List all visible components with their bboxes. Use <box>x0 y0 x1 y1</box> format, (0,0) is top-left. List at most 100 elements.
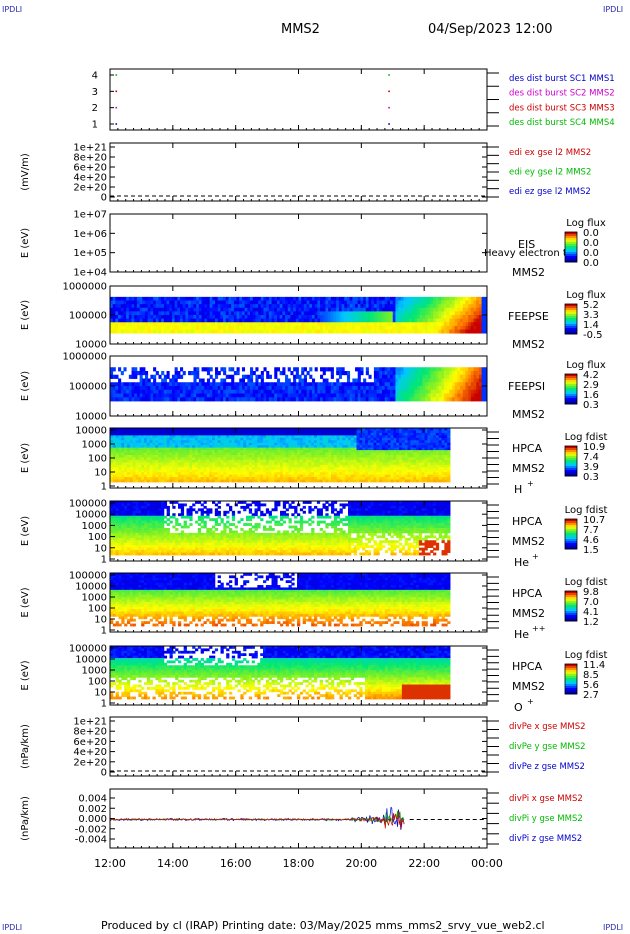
spectrogram-cell <box>266 311 270 316</box>
spectrogram-cell <box>121 452 125 456</box>
spectrogram-cell <box>408 307 412 312</box>
spectrogram-cell <box>152 437 156 441</box>
spectrogram-cell <box>252 397 256 402</box>
spectrogram-cell <box>462 325 466 330</box>
spectrogram-cell <box>112 459 117 463</box>
spectrogram-cell <box>367 459 372 463</box>
spectrogram-cell <box>305 462 309 466</box>
spectrogram-cell <box>298 389 302 394</box>
spectrogram-cell <box>406 329 410 334</box>
spectrogram-cell <box>174 389 178 394</box>
spectrogram-cell <box>355 329 359 334</box>
spectrogram-cell <box>392 300 396 305</box>
spectrogram-cell <box>280 428 284 431</box>
spectrogram-cell <box>158 479 162 483</box>
spectrogram-cell <box>153 307 157 312</box>
spectrogram-cell <box>333 447 338 451</box>
spectrogram-cell <box>285 447 289 451</box>
spectrogram-cell <box>325 462 329 466</box>
spectrogram-cell <box>209 442 213 446</box>
spectrogram-cell <box>136 382 141 387</box>
spectrogram-cell <box>209 474 213 478</box>
spectrogram-cell <box>333 432 338 436</box>
spectrogram-cell <box>252 296 256 301</box>
spectrogram-cell <box>339 472 343 476</box>
spectrogram-cell <box>169 428 173 431</box>
spectrogram-cell <box>381 311 386 316</box>
spectrogram-cell <box>204 300 208 305</box>
spectrogram-cell <box>251 450 255 453</box>
spectrogram-cell <box>240 479 244 483</box>
spectrogram-cell <box>290 325 294 330</box>
spectrogram-cell <box>319 474 323 478</box>
spectrogram-cell <box>182 307 186 312</box>
spectrogram-cell <box>295 374 299 379</box>
spectrogram-cell <box>449 300 453 305</box>
spectrogram-cell <box>188 329 192 334</box>
spectrogram-cell <box>303 296 307 301</box>
spectrogram-cell <box>356 467 360 471</box>
colorbar-cell <box>565 310 577 313</box>
spectrogram-cell <box>248 432 253 436</box>
spectrogram-cell <box>285 393 289 398</box>
spectrogram-cell <box>183 447 187 451</box>
spectrogram-cell <box>229 472 233 476</box>
spectrogram-cell <box>400 315 404 320</box>
spectrogram-cell <box>376 322 380 327</box>
spectrogram-cell <box>328 437 332 441</box>
spectrogram-cell <box>260 440 264 444</box>
spectrogram-cell <box>197 428 202 431</box>
spectrogram-cell <box>338 386 342 391</box>
spectrogram-cell <box>368 307 372 312</box>
spectrogram-cell <box>346 374 351 379</box>
spectrogram-cell <box>462 307 466 312</box>
colorbar-cell <box>565 378 577 381</box>
spectrogram-cell <box>336 447 340 451</box>
spectrogram-cell <box>214 437 219 441</box>
spectrogram-cell <box>336 464 340 468</box>
spectrogram-cell <box>468 386 472 391</box>
spectrogram-cell <box>195 455 199 458</box>
spectrogram-cell <box>277 477 281 480</box>
spectrogram-cell <box>325 329 329 334</box>
spectrogram-cell <box>433 329 437 334</box>
spectrogram-cell <box>481 296 485 301</box>
spectrogram-cell <box>473 318 477 323</box>
spectrogram-cell <box>299 452 304 456</box>
spectrogram-cell <box>120 307 124 312</box>
legend-entry: edi ez gse l2 MMS2 <box>509 187 591 197</box>
spectrogram-cell <box>195 479 199 483</box>
spectrogram-cell <box>359 445 363 449</box>
spectrogram-cell <box>365 428 369 431</box>
spectrogram-cell <box>465 329 469 334</box>
spectrogram-cell <box>484 322 488 327</box>
spectrogram-cell <box>171 389 176 394</box>
spectrogram-cell <box>254 445 258 449</box>
spectrogram-cell <box>237 442 241 446</box>
spectrogram-cell <box>233 371 237 376</box>
spectrogram-cell <box>128 397 132 402</box>
colorbar-cell <box>565 238 577 241</box>
spectrogram-cell <box>255 374 259 379</box>
spectrogram-cell <box>149 442 153 446</box>
spectrogram-cell <box>303 325 307 330</box>
spectrogram-cell <box>457 397 461 402</box>
spectrogram-cell <box>390 318 394 323</box>
spectrogram-cell <box>339 479 343 483</box>
spectrogram-cell <box>441 311 445 316</box>
spectrogram-cell <box>285 307 289 312</box>
spectrogram-cell <box>268 428 272 431</box>
spectrogram-cell <box>121 450 125 453</box>
spectrogram-cell <box>141 445 145 449</box>
spectrogram-cell <box>220 311 224 316</box>
spectrogram-cell <box>305 455 309 458</box>
spectrogram-cell <box>427 311 431 316</box>
spectrogram-cell <box>155 389 159 394</box>
spectrogram-cell <box>183 437 187 441</box>
spectrogram-cell <box>268 432 272 436</box>
spectrogram-cell <box>371 386 375 391</box>
spectrogram-cell <box>112 382 116 387</box>
spectrogram-cell <box>314 447 318 451</box>
spectrogram-cell <box>291 450 295 453</box>
spectrogram-cell <box>135 440 139 444</box>
